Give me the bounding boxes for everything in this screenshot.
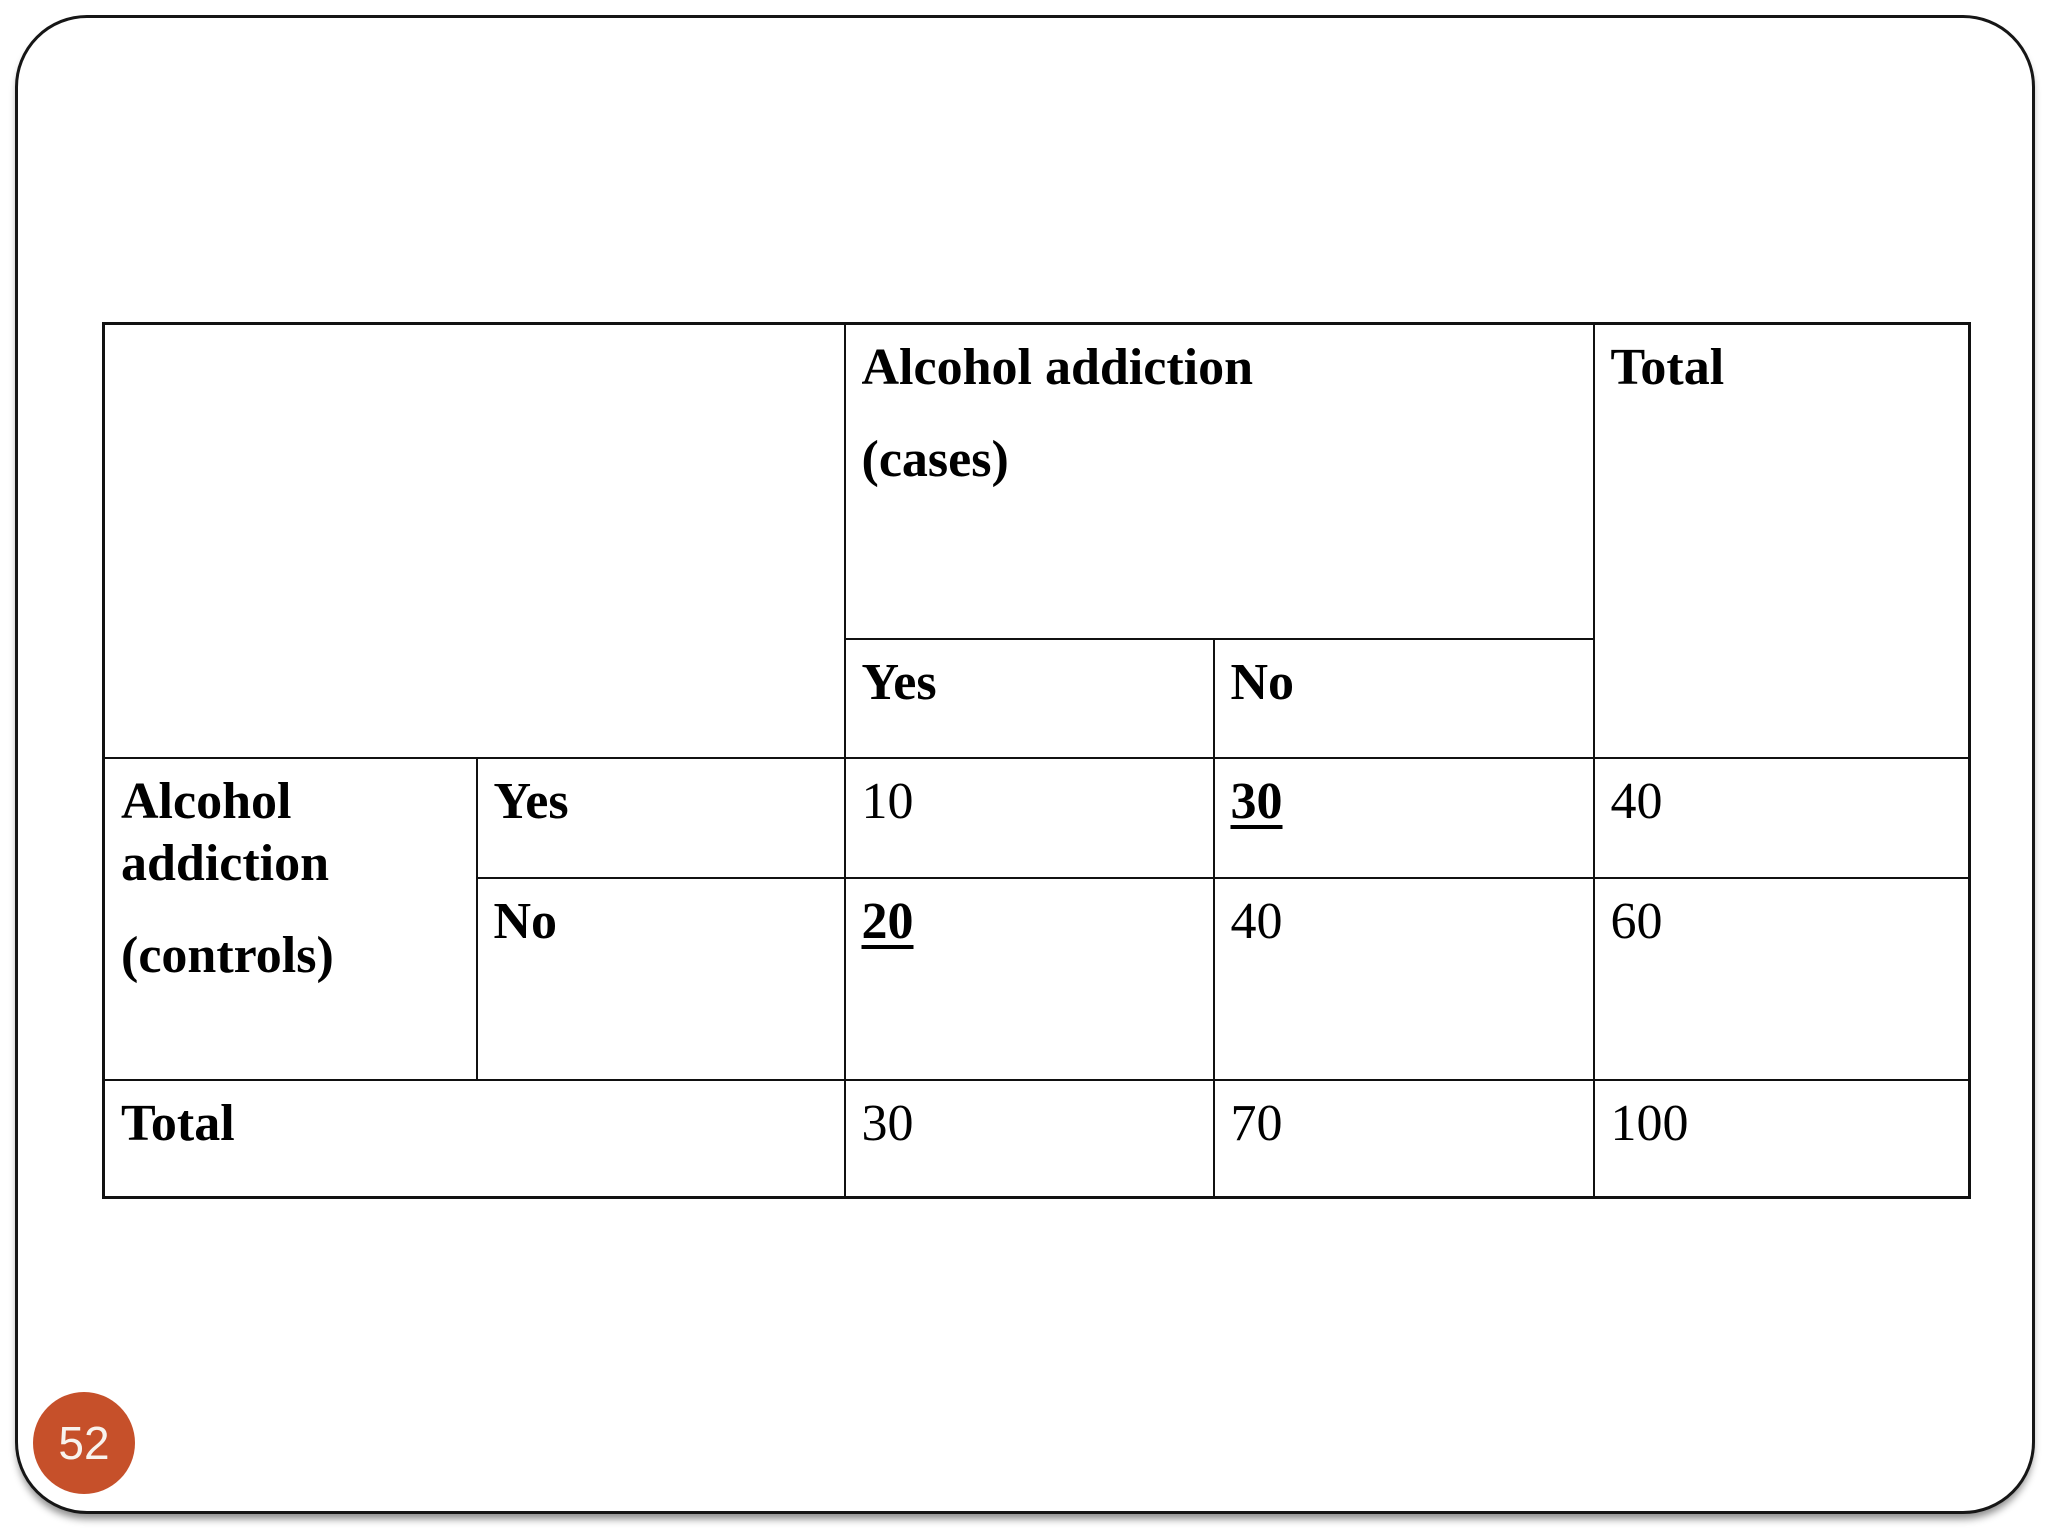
cell-controls-no-cases-no: 40 [1212, 876, 1595, 1081]
contingency-table: Alcohol addiction (cases) Total Yes No A… [102, 322, 1971, 1199]
cell-controls-no-total: 60 [1592, 876, 1971, 1081]
cases-header-line1: Alcohol addiction [861, 339, 1254, 396]
cases-header-line2: (cases) [861, 431, 1009, 488]
page-number-badge: 52 [33, 1392, 135, 1494]
controls-header-line2: (controls) [121, 926, 334, 984]
cell-controls-no-cases-yes: 20 [843, 876, 1215, 1081]
cell-controls-yes-cases-yes: 10 [843, 756, 1215, 879]
cell-controls-yes-total: 40 [1592, 756, 1971, 879]
total-row-label-cell: Total [102, 1078, 846, 1199]
controls-group-header-cell: Alcohol addiction (controls) [102, 756, 478, 1081]
cell-total-cases-yes: 30 [843, 1078, 1215, 1199]
cases-group-header-cell: Alcohol addiction (cases) [843, 322, 1595, 640]
controls-yes-row-label-cell: Yes [475, 756, 846, 879]
cases-no-subheader-cell: No [1212, 637, 1595, 759]
cell-controls-yes-cases-no: 30 [1212, 756, 1595, 879]
cell-grand-total: 100 [1592, 1078, 1971, 1199]
empty-corner-cell [102, 322, 846, 759]
total-column-header-cell: Total [1592, 322, 1971, 759]
controls-no-row-label-cell: No [475, 876, 846, 1081]
cell-total-cases-no: 70 [1212, 1078, 1595, 1199]
controls-header-line1: Alcohol addiction [121, 772, 330, 892]
cases-yes-subheader-cell: Yes [843, 637, 1215, 759]
